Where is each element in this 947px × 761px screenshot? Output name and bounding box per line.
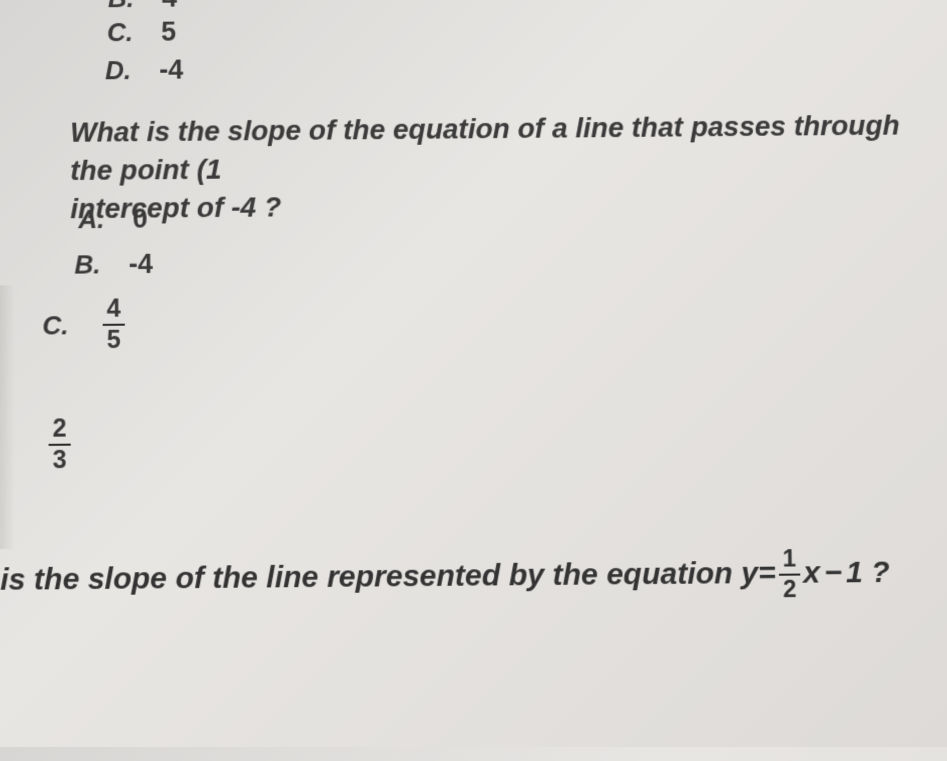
worksheet-page: B. 4 C. 5 D. -4 What is the slope of the… — [0, 0, 947, 761]
q1-option-a-letter: A. — [78, 204, 104, 235]
q1-option-c-letter: C. — [42, 310, 68, 342]
question-1-line1: What is the slope of the equation of a l… — [70, 106, 947, 190]
q1-option-b: B. -4 — [74, 249, 152, 281]
eq-one: 1 — [846, 556, 863, 590]
q1-option-d: 2 3 — [49, 416, 71, 473]
eq-frac-den: 2 — [779, 576, 801, 603]
q1-option-a: A. 0 — [78, 203, 147, 235]
prev-option-d-value: -4 — [159, 55, 183, 86]
q1-option-c-den: 5 — [103, 326, 125, 353]
q1-option-d-den: 3 — [49, 446, 71, 474]
eq-frac-num: 1 — [778, 547, 800, 576]
q1-option-c-fraction: 4 5 — [103, 296, 125, 353]
prev-option-c-value: 5 — [161, 17, 176, 48]
prev-option-c: C. 5 — [107, 17, 176, 49]
question-2-stem: is the slope of the line represented by … — [0, 546, 890, 609]
question-1-stem: What is the slope of the equation of a l… — [70, 106, 947, 228]
prev-option-b: B. 4 — [108, 0, 177, 14]
prev-option-b-letter: B. — [108, 0, 134, 14]
q1-option-c-num: 4 — [103, 296, 125, 325]
eq-equals: = — [758, 556, 776, 590]
prev-option-d: D. -4 — [105, 55, 183, 87]
q1-option-d-num: 2 — [49, 416, 71, 446]
question-2-prefix: is the slope of the line represented by … — [0, 557, 741, 597]
equation: y=12x−1 — [741, 556, 872, 591]
eq-fraction: 12 — [778, 547, 800, 602]
q1-option-d-fraction: 2 3 — [49, 416, 71, 473]
question-1-line2: intercept of -4 ? — [70, 182, 947, 228]
prev-option-c-letter: C. — [107, 17, 133, 48]
q1-option-a-value: 0 — [133, 203, 148, 234]
page-edge-shadow — [0, 285, 14, 549]
q1-option-c: C. 4 5 — [42, 296, 124, 353]
q1-option-b-letter: B. — [74, 249, 100, 280]
eq-minus: − — [824, 556, 842, 590]
prev-option-b-value: 4 — [162, 0, 177, 14]
prev-option-d-letter: D. — [105, 55, 131, 86]
eq-y: y — [741, 557, 758, 591]
q1-option-b-value: -4 — [129, 249, 153, 280]
question-2-suffix: ? — [871, 555, 890, 589]
eq-x: x — [803, 556, 820, 590]
